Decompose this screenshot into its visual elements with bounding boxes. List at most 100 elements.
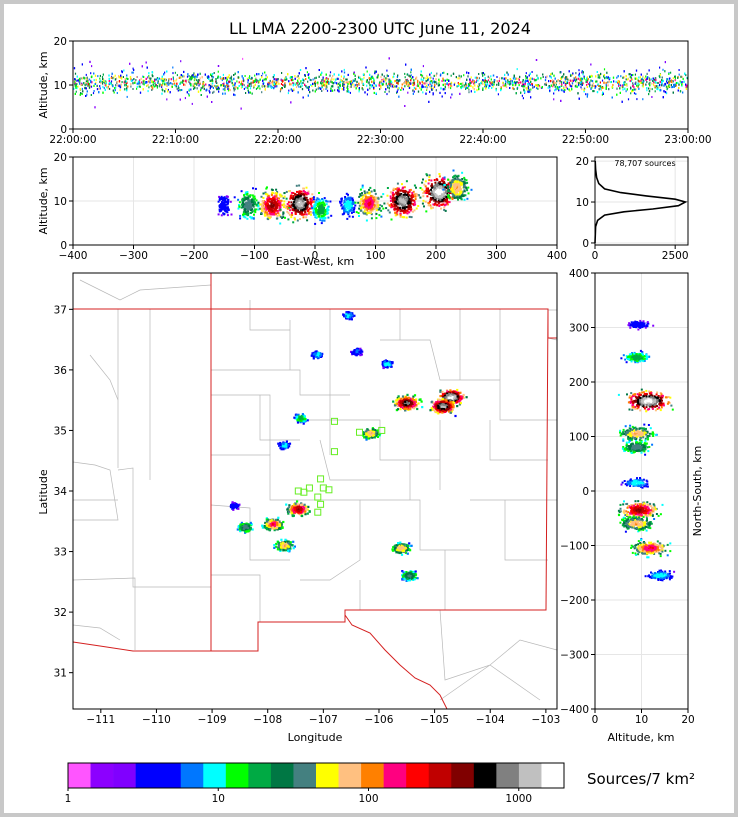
time-height-source: [590, 74, 593, 77]
time-height-source: [673, 85, 675, 88]
time-height-source: [502, 81, 504, 84]
time-height-source: [224, 92, 226, 95]
time-height-source: [477, 79, 479, 82]
time-height-source: [114, 74, 116, 77]
east-west-source: [237, 207, 240, 210]
time-height-source: [562, 89, 564, 92]
time-height-source: [390, 81, 392, 84]
time-height-source: [430, 76, 432, 79]
time-height-source: [422, 82, 424, 85]
east-west-source: [276, 198, 279, 201]
east-west-source: [272, 197, 275, 200]
east-west-source: [226, 214, 229, 217]
time-height-source: [300, 82, 302, 85]
time-height-source: [324, 84, 326, 87]
east-west-source: [265, 204, 268, 207]
time-height-source: [332, 85, 334, 88]
time-height-source: [432, 93, 434, 96]
time-height-source: [674, 77, 676, 80]
time-height-source: [649, 81, 651, 84]
time-height-source: [101, 81, 103, 83]
time-height-source: [364, 91, 366, 94]
time-height-source: [241, 84, 243, 87]
east-west-source: [225, 209, 228, 212]
time-height-source: [317, 83, 319, 86]
time-height-source: [646, 87, 648, 90]
east-west-source: [306, 219, 309, 222]
time-height-source: [656, 85, 658, 88]
time-height-source: [421, 85, 423, 88]
time-height-source: [476, 89, 478, 92]
east-west-source: [305, 207, 308, 210]
time-height-source: [354, 74, 356, 77]
time-height-source: [163, 78, 166, 81]
east-west-source: [268, 204, 270, 207]
time-height-source: [381, 83, 384, 86]
time-height-source: [580, 81, 582, 84]
time-height-source: [287, 92, 289, 95]
time-height-source: [254, 80, 256, 83]
time-height-source: [223, 84, 225, 87]
east-west-source: [243, 206, 246, 209]
time-height-source: [292, 84, 294, 87]
time-height-source: [501, 77, 503, 80]
time-height-source: [580, 86, 582, 89]
time-height-source: [619, 84, 621, 87]
time-height-source: [99, 74, 101, 77]
time-height-source: [535, 59, 538, 61]
time-height-source: [525, 86, 527, 89]
east-west-source: [251, 194, 254, 197]
time-height-source: [440, 87, 442, 90]
time-height-source: [116, 92, 118, 94]
time-height-source: [536, 78, 538, 81]
time-height-source: [570, 74, 572, 77]
time-height-source: [578, 72, 580, 75]
east-west-source: [272, 202, 275, 204]
east-west-source: [283, 206, 285, 208]
time-height-source: [122, 76, 124, 78]
east-west-source: [270, 211, 273, 214]
time-height-source: [265, 85, 267, 88]
time-height-source: [586, 95, 588, 98]
east-west-source: [276, 210, 279, 213]
time-height-source: [371, 75, 373, 78]
time-height-source: [95, 78, 97, 81]
time-height-source: [672, 77, 674, 80]
time-height-source: [125, 84, 127, 87]
time-height-source: [366, 70, 368, 73]
time-height-source: [109, 87, 111, 90]
time-height-source: [238, 81, 240, 84]
time-height-source: [442, 77, 444, 80]
time-height-source: [389, 85, 391, 88]
east-west-source: [300, 213, 303, 216]
time-height-source: [421, 80, 423, 83]
time-height-source: [247, 89, 249, 92]
time-height-source: [659, 76, 661, 79]
time-height-source: [174, 71, 176, 74]
time-height-source: [192, 85, 194, 88]
time-height-source: [172, 72, 174, 75]
time-height-source: [164, 71, 166, 74]
time-height-source: [666, 92, 668, 95]
time-height-source: [363, 76, 365, 79]
time-height-source: [322, 84, 325, 87]
time-height-source: [583, 87, 586, 90]
time-height-source: [99, 77, 101, 80]
time-height-source: [217, 88, 219, 91]
east-west-source: [255, 199, 258, 202]
time-height-source: [337, 83, 339, 86]
east-west-source: [249, 203, 252, 206]
time-height-source: [118, 76, 120, 79]
time-height-source: [161, 77, 163, 80]
time-height-source: [321, 80, 323, 83]
time-height-source: [225, 77, 227, 80]
east-west-source: [224, 204, 227, 207]
time-height-source: [348, 81, 350, 84]
time-height-source: [450, 81, 453, 84]
time-height-source: [325, 88, 327, 90]
time-height-source: [373, 81, 375, 84]
time-height-source: [390, 80, 392, 83]
time-height-source: [314, 83, 316, 86]
time-height-source: [158, 77, 160, 80]
time-height-source: [520, 81, 522, 84]
